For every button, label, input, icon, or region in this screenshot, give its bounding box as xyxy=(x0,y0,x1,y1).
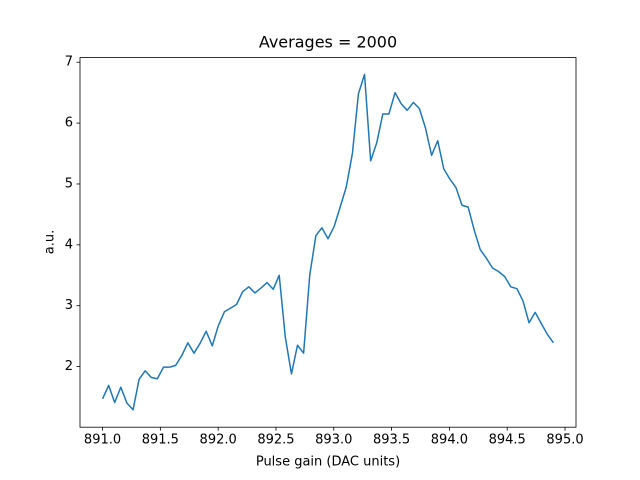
chart-title: Averages = 2000 xyxy=(259,33,397,52)
x-tick-label: 894.0 xyxy=(431,433,468,448)
x-tick-label: 892.0 xyxy=(200,433,237,448)
y-tick-label: 6 xyxy=(65,116,73,131)
y-tick-label: 4 xyxy=(65,237,73,252)
x-tick-label: 893.5 xyxy=(373,433,410,448)
x-tick-label: 895.0 xyxy=(546,433,583,448)
x-tick-label: 891.0 xyxy=(84,433,121,448)
x-tick-label: 894.5 xyxy=(489,433,526,448)
data-line xyxy=(101,73,555,411)
x-tick-label: 893.0 xyxy=(315,433,352,448)
y-tick-label: 3 xyxy=(65,298,73,313)
y-tick-label: 7 xyxy=(65,55,73,70)
plot-frame xyxy=(79,57,577,428)
y-tick-label: 5 xyxy=(65,176,73,191)
y-tick-label: 2 xyxy=(65,359,73,374)
x-tick-label: 891.5 xyxy=(142,433,179,448)
x-axis-label: Pulse gain (DAC units) xyxy=(256,455,400,470)
y-axis-label: a.u. xyxy=(43,230,58,254)
x-tick-label: 892.5 xyxy=(257,433,294,448)
